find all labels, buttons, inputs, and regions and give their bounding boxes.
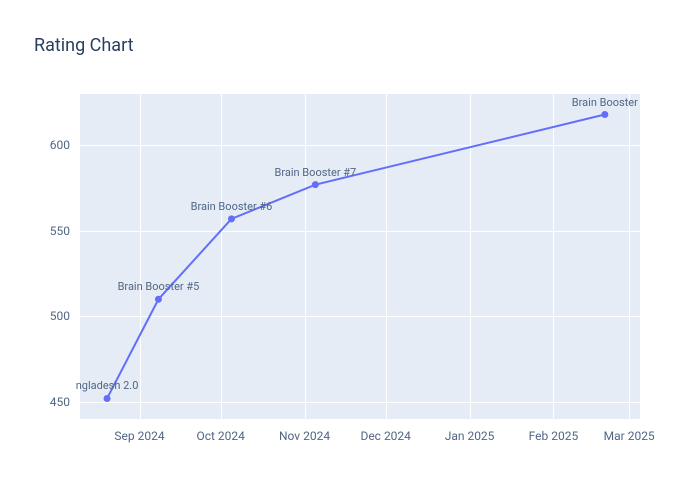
- data-point-label: Brain Booster #6: [191, 200, 273, 213]
- data-point-marker[interactable]: [312, 182, 318, 188]
- x-axis-tick-label: Jan 2025: [445, 429, 495, 443]
- y-axis-tick-label: 600: [50, 138, 70, 152]
- x-axis-tick-label: Nov 2024: [279, 429, 330, 443]
- x-axis-tick-label: Sep 2024: [114, 429, 164, 443]
- data-point-marker[interactable]: [228, 216, 234, 222]
- x-axis-tick-label: Mar 2025: [604, 429, 655, 443]
- chart-container: 450500550600 Sep 2024Oct 2024Nov 2024Dec…: [80, 94, 640, 419]
- y-axis-tick-label: 550: [50, 224, 70, 238]
- data-point-marker[interactable]: [155, 296, 161, 302]
- data-point-label: Brain Booster #5: [118, 280, 200, 293]
- data-point-marker[interactable]: [602, 112, 608, 118]
- chart-title: Rating Chart: [34, 35, 134, 56]
- y-axis-tick-label: 500: [50, 309, 70, 323]
- x-axis-tick-label: Oct 2024: [196, 429, 244, 443]
- chart-svg: [80, 94, 640, 419]
- data-point-label: Brain Booster #7: [274, 166, 356, 179]
- x-axis-tick-label: Dec 2024: [360, 429, 410, 443]
- data-point-label: ngladesh 2.0: [76, 379, 139, 392]
- data-point-label: Brain Booster: [572, 96, 638, 109]
- y-axis-tick-label: 450: [50, 395, 70, 409]
- data-point-marker[interactable]: [104, 395, 110, 401]
- data-line: [107, 115, 605, 399]
- x-axis-tick-label: Feb 2025: [529, 429, 579, 443]
